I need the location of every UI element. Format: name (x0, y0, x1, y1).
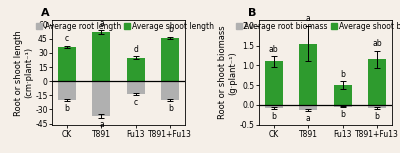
Bar (58, 47, 76, 81)
Text: a: a (306, 14, 310, 23)
Text: c: c (65, 34, 69, 43)
Bar (368, 59, 386, 105)
Bar (127, 58, 145, 81)
Y-axis label: Root or shoot length
(cm·plant⁻¹): Root or shoot length (cm·plant⁻¹) (14, 30, 33, 116)
Text: b: b (340, 110, 345, 119)
Bar (299, 44, 317, 105)
Bar (265, 105, 283, 108)
Bar (334, 85, 352, 105)
Text: a: a (306, 114, 310, 123)
Text: d: d (134, 45, 138, 54)
Bar (92, 81, 110, 116)
Text: b: b (168, 25, 173, 34)
Y-axis label: Root or shoot biomass
(g·plant⁻¹): Root or shoot biomass (g·plant⁻¹) (218, 26, 238, 119)
Bar (58, 81, 76, 100)
Bar (299, 105, 317, 110)
Legend: Average root length, Average shoot length: Average root length, Average shoot lengt… (36, 22, 214, 31)
Bar (161, 38, 179, 81)
Text: b: b (271, 112, 276, 121)
Bar (127, 81, 145, 94)
Text: ab: ab (269, 45, 278, 54)
Text: a: a (99, 19, 104, 28)
Bar (265, 61, 283, 105)
Legend: Average root biomass, Average shoot biomass: Average root biomass, Average shoot biom… (236, 22, 400, 31)
Text: b: b (64, 104, 70, 113)
Bar (368, 105, 386, 108)
Text: b: b (340, 69, 345, 78)
Text: c: c (134, 98, 138, 107)
Text: B: B (248, 8, 256, 18)
Bar (161, 81, 179, 100)
Bar (92, 32, 110, 81)
Text: A: A (41, 8, 49, 18)
Bar (334, 105, 352, 107)
Text: ab: ab (372, 39, 382, 48)
Text: a: a (99, 120, 104, 129)
Text: b: b (374, 112, 380, 121)
Text: b: b (168, 104, 173, 113)
